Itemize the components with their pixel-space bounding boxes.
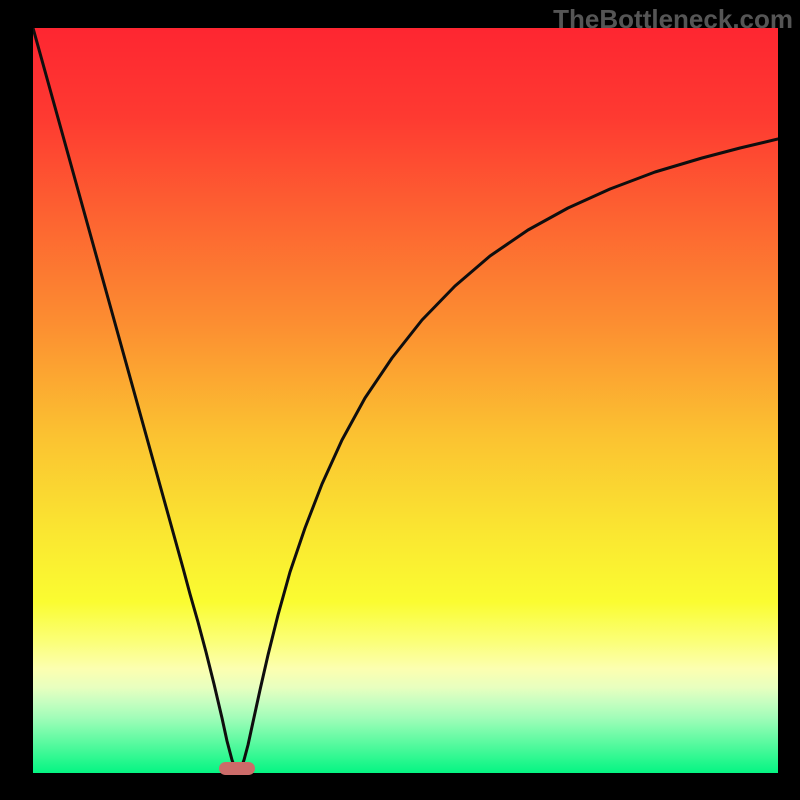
optimal-marker bbox=[219, 762, 255, 775]
bottleneck-curve bbox=[33, 28, 778, 773]
plot-area bbox=[33, 28, 778, 773]
chart-container: TheBottleneck.com bbox=[0, 0, 800, 800]
watermark-text: TheBottleneck.com bbox=[553, 4, 793, 35]
